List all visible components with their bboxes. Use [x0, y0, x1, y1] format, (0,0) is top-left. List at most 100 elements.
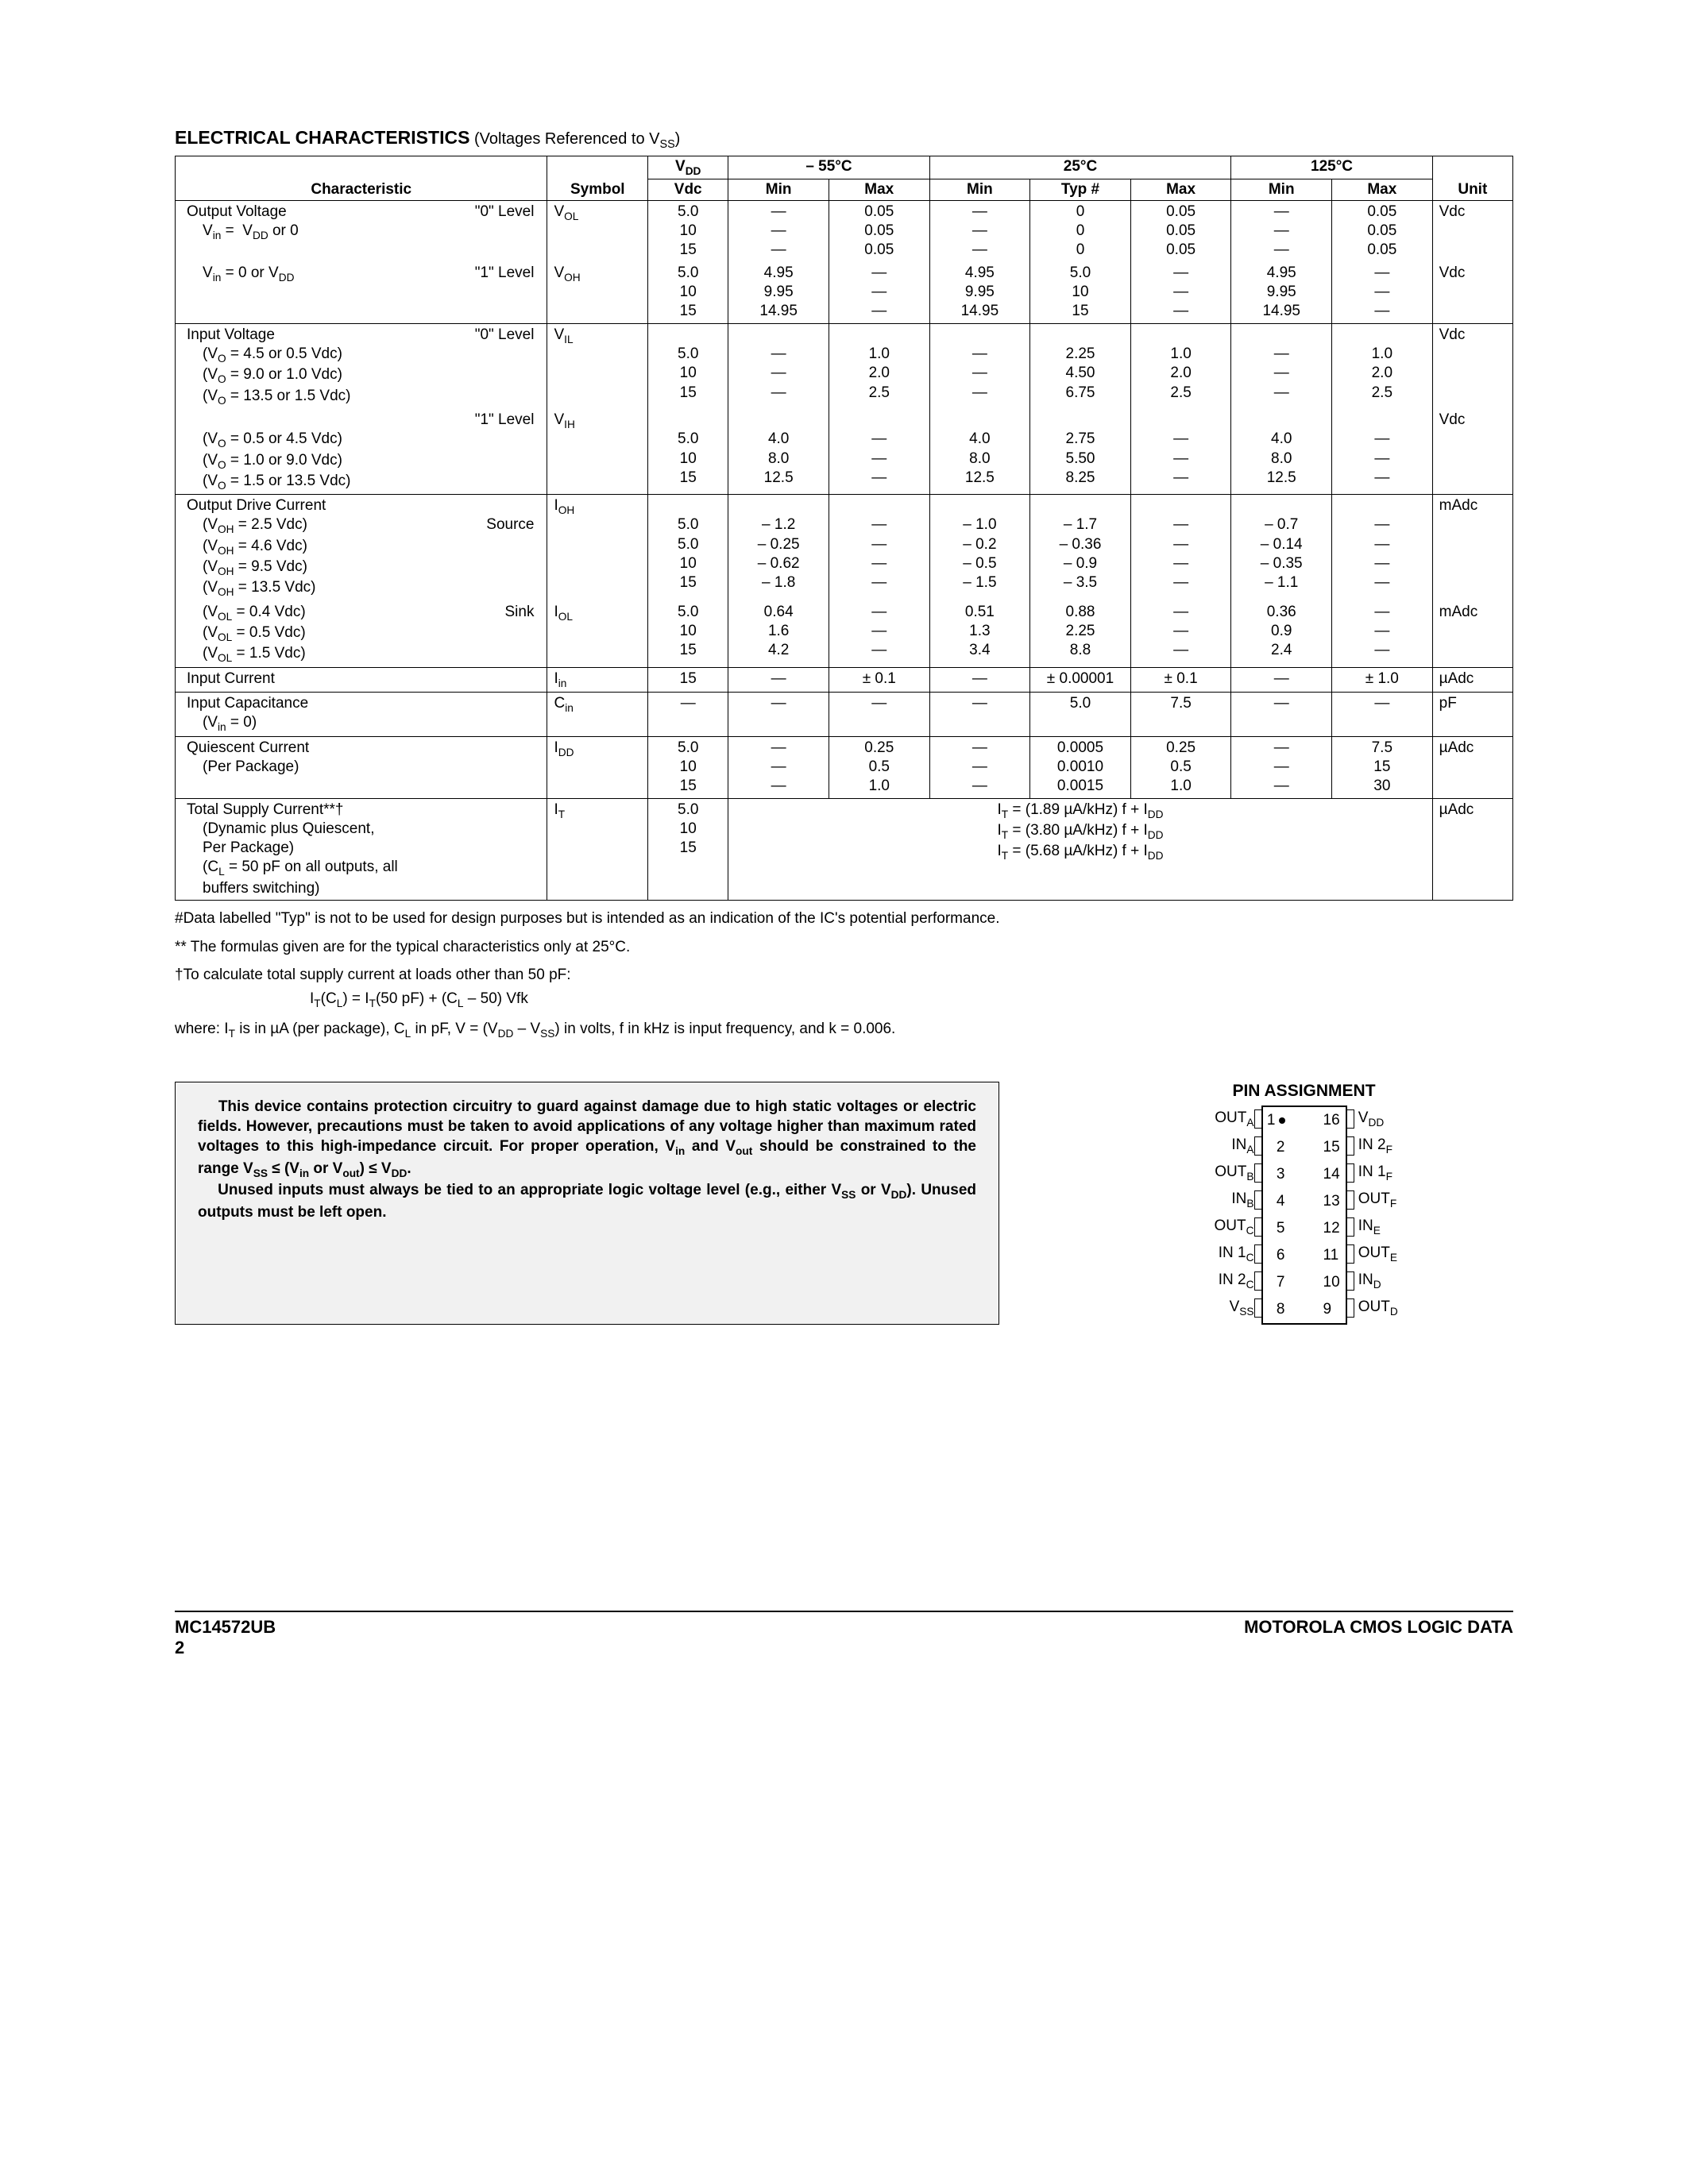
- pin-number-right: 12: [1320, 1215, 1346, 1242]
- pin-label-right: IND: [1347, 1268, 1410, 1295]
- pin-label-left: VSS: [1199, 1295, 1261, 1322]
- col-typ: Typ #: [1030, 179, 1131, 200]
- pin-assignment: PIN ASSIGNMENT OUTAINAOUTBINBOUTCIN 1CIN…: [1095, 1082, 1513, 1325]
- cell-t2min: 4.08.012.5: [929, 409, 1030, 495]
- cell-vdd: 5.01015: [648, 323, 728, 409]
- pin-number-right: 16: [1320, 1107, 1346, 1134]
- pin-label-right: VDD: [1347, 1106, 1410, 1133]
- cell-t3max: ———: [1332, 409, 1433, 495]
- cell-t1max: 0.050.050.05: [829, 200, 929, 261]
- cell-t3max: 1.02.02.5: [1332, 323, 1433, 409]
- cell-t1min: —: [728, 667, 829, 692]
- table-row: Total Supply Current**†(Dynamic plus Qui…: [176, 798, 1513, 901]
- col-max: Max: [1332, 179, 1433, 200]
- cell-t1max: ———: [829, 409, 929, 495]
- cell-t2typ: 000: [1030, 200, 1131, 261]
- footnote: ** The formulas given are for the typica…: [175, 937, 1513, 958]
- table-row: "1" Level(VO = 0.5 or 4.5 Vdc)(VO = 1.0 …: [176, 409, 1513, 495]
- pin-number-right: 10: [1320, 1269, 1346, 1296]
- cell-t2min: ———: [929, 200, 1030, 261]
- pin-number-left: 4: [1263, 1188, 1288, 1215]
- cell-t3min: – 0.7– 0.14– 0.35– 1.1: [1231, 495, 1332, 601]
- cell-t3min: 4.08.012.5: [1231, 409, 1332, 495]
- cell-t1max: 1.02.02.5: [829, 323, 929, 409]
- col-min: Min: [728, 179, 829, 200]
- cell-vdd: 5.01015: [648, 200, 728, 261]
- cell-characteristic: Input Voltage"0" Level(VO = 4.5 or 0.5 V…: [176, 323, 547, 409]
- cell-characteristic: (VOL = 0.4 Vdc)Sink(VOL = 0.5 Vdc)(VOL =…: [176, 601, 547, 667]
- cell-t2max: 7.5: [1130, 692, 1231, 736]
- table-row: Input CurrentIin15—± 0.1—± 0.00001± 0.1—…: [176, 667, 1513, 692]
- pin-label-left: INB: [1199, 1187, 1261, 1214]
- cell-unit: Vdc: [1432, 262, 1512, 323]
- pin-assignment-title: PIN ASSIGNMENT: [1095, 1082, 1513, 1101]
- cell-t3max: ———: [1332, 601, 1433, 667]
- cell-t2typ: 5.0: [1030, 692, 1131, 736]
- cell-symbol: IOH: [547, 495, 648, 601]
- page-footer: MC14572UB2 MOTOROLA CMOS LOGIC DATA: [175, 1611, 1513, 1658]
- cell-characteristic: Quiescent Current(Per Package): [176, 736, 547, 798]
- pin-number-left: 1: [1263, 1107, 1288, 1134]
- electrical-characteristics-table: Characteristic Symbol VDD – 55°C 25°C 12…: [175, 156, 1513, 901]
- pin-number-left: 5: [1263, 1215, 1288, 1242]
- cell-symbol: Cin: [547, 692, 648, 736]
- cell-t1min: ———: [728, 200, 829, 261]
- table-row: Output Drive Current(VOH = 2.5 Vdc)Sourc…: [176, 495, 1513, 601]
- cell-unit: pF: [1432, 692, 1512, 736]
- pin-number-right: 9: [1320, 1296, 1346, 1323]
- cell-unit: mAdc: [1432, 601, 1512, 667]
- table-row: (VOL = 0.4 Vdc)Sink(VOL = 0.5 Vdc)(VOL =…: [176, 601, 1513, 667]
- cell-t3min: ———: [1231, 200, 1332, 261]
- cell-characteristic: "1" Level(VO = 0.5 or 4.5 Vdc)(VO = 1.0 …: [176, 409, 547, 495]
- pin-label-left: OUTC: [1199, 1214, 1261, 1241]
- footnotes: #Data labelled "Typ" is not to be used f…: [175, 909, 1513, 986]
- cell-symbol: IT: [547, 798, 648, 901]
- cell-t2max: ———: [1130, 262, 1231, 323]
- pin-label-left: OUTB: [1199, 1160, 1261, 1187]
- cell-t3max: ± 1.0: [1332, 667, 1433, 692]
- cell-characteristic: Output Drive Current(VOH = 2.5 Vdc)Sourc…: [176, 495, 547, 601]
- cell-vdd: 5.05.01015: [648, 495, 728, 601]
- col-characteristic: Characteristic: [176, 156, 547, 201]
- footnote: #Data labelled "Typ" is not to be used f…: [175, 909, 1513, 929]
- table-row: Quiescent Current(Per Package)IDD5.01015…: [176, 736, 1513, 798]
- cell-t3min: —: [1231, 667, 1332, 692]
- pin-number-right: 14: [1320, 1161, 1346, 1188]
- footer-right: MOTOROLA CMOS LOGIC DATA: [1244, 1617, 1513, 1658]
- cell-t3min: —: [1231, 692, 1332, 736]
- cell-t2min: – 1.0– 0.2– 0.5– 1.5: [929, 495, 1030, 601]
- cell-vdd: 5.01015: [648, 798, 728, 901]
- cell-t1max: —: [829, 692, 929, 736]
- footer-left: MC14572UB2: [175, 1617, 276, 1658]
- cell-symbol: VOH: [547, 262, 648, 323]
- cell-t1max: ———: [829, 262, 929, 323]
- cell-t2min: 0.511.33.4: [929, 601, 1030, 667]
- pin-label-right: OUTD: [1347, 1295, 1410, 1322]
- table-row: Input Capacitance(Vin = 0)Cin————5.07.5—…: [176, 692, 1513, 736]
- cell-t2typ: 2.755.508.25: [1030, 409, 1131, 495]
- where-clause: where: IT is in µA (per package), CL in …: [175, 1019, 1513, 1041]
- cell-t3min: 0.360.92.4: [1231, 601, 1332, 667]
- cell-formula-span: IT = (1.89 µA/kHz) f + IDDIT = (3.80 µA/…: [728, 798, 1432, 901]
- table-row: Vin = 0 or VDD"1" LevelVOH5.010154.959.9…: [176, 262, 1513, 323]
- col-unit: Unit: [1432, 156, 1512, 201]
- cell-characteristic: Output Voltage"0" LevelVin = VDD or 0: [176, 200, 547, 261]
- cell-vdd: 5.01015: [648, 262, 728, 323]
- cell-t2min: ———: [929, 323, 1030, 409]
- cell-t3min: 4.959.9514.95: [1231, 262, 1332, 323]
- cell-t2typ: 2.254.506.75: [1030, 323, 1131, 409]
- pin-number-left: 3: [1263, 1161, 1288, 1188]
- cell-t2max: 0.050.050.05: [1130, 200, 1231, 261]
- cell-unit: Vdc: [1432, 409, 1512, 495]
- cell-t2typ: 5.01015: [1030, 262, 1131, 323]
- cell-t2max: ————: [1130, 495, 1231, 601]
- section-title: ELECTRICAL CHARACTERISTICS: [175, 127, 469, 148]
- cell-symbol: VIL: [547, 323, 648, 409]
- pin-number-right: 15: [1320, 1134, 1346, 1161]
- cell-symbol: IDD: [547, 736, 648, 798]
- formula: IT(CL) = IT(50 pF) + (CL – 50) Vfk: [310, 989, 1513, 1011]
- cell-t1min: 0.641.64.2: [728, 601, 829, 667]
- cell-t2max: 1.02.02.5: [1130, 323, 1231, 409]
- cell-t2max: ± 0.1: [1130, 667, 1231, 692]
- cell-t2max: ———: [1130, 601, 1231, 667]
